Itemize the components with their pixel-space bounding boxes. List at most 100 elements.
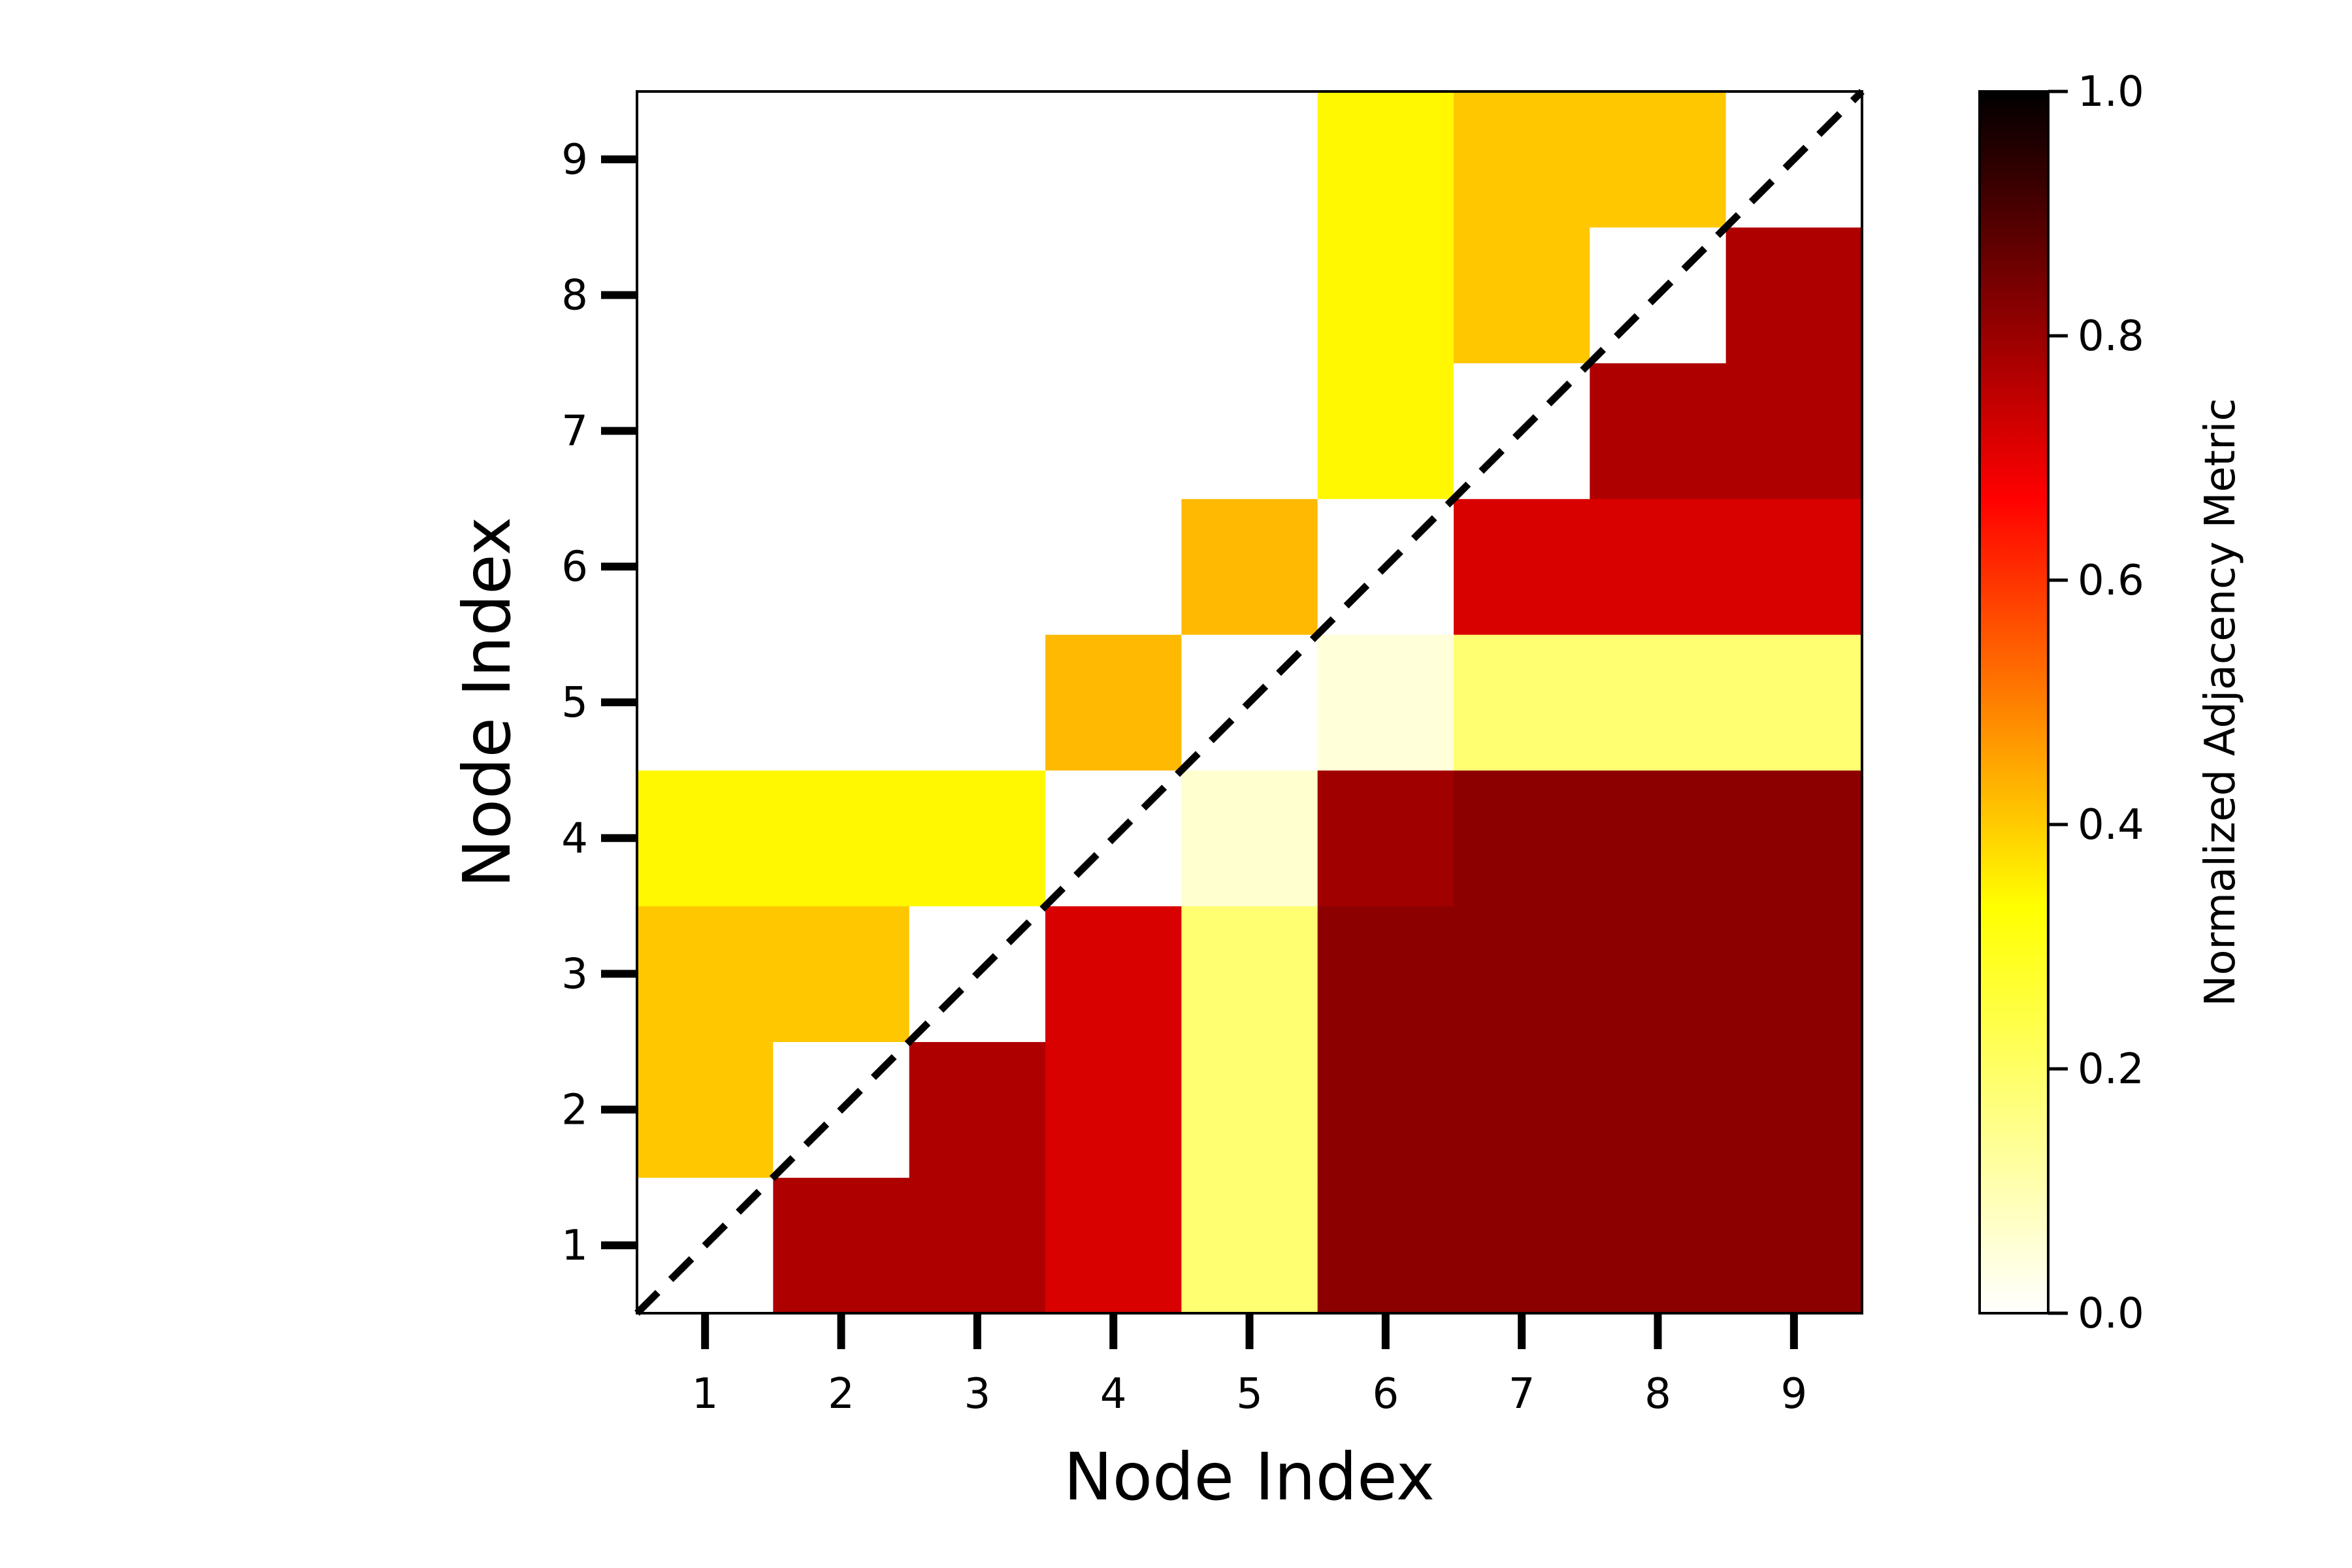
diagonal-reference-line xyxy=(634,89,1865,1316)
heatmap-cell-x7-y9 xyxy=(1454,91,1590,228)
colorbar-title: Normalized Adjacency Metric xyxy=(2197,398,2245,1006)
heatmap-cell-x7-y2 xyxy=(1454,1041,1590,1178)
heatmap-cell-x5-y4 xyxy=(1181,770,1318,907)
heatmap-cell-x6-y9 xyxy=(1317,91,1454,228)
heatmap-cell-x1-y8 xyxy=(637,227,774,364)
heatmap-cell-x1-y2 xyxy=(637,1041,774,1178)
heatmap-cell-x5-y3 xyxy=(1181,906,1318,1042)
heatmap-cells xyxy=(637,91,1863,1314)
heatmap-cell-x4-y7 xyxy=(1045,363,1182,499)
x-tick-label: 7 xyxy=(1509,1370,1535,1418)
x-axis-title: Node Index xyxy=(1064,1439,1435,1515)
x-tick-label: 2 xyxy=(828,1370,855,1418)
x-tick-label: 5 xyxy=(1236,1370,1263,1418)
y-tick-label: 1 xyxy=(561,1222,588,1270)
heatmap-cell-x1-y9 xyxy=(637,91,774,228)
heatmap-cell-x4-y3 xyxy=(1045,906,1182,1042)
y-tick-label: 7 xyxy=(561,407,588,455)
heatmap-cell-x8-y6 xyxy=(1590,498,1727,635)
y-tick-label: 8 xyxy=(561,272,588,320)
heatmap-cell-x3-y2 xyxy=(909,1041,1046,1178)
y-tick-label: 3 xyxy=(561,951,588,999)
heatmap-cell-x4-y6 xyxy=(1045,498,1182,635)
heatmap-cell-x9-y2 xyxy=(1725,1041,1863,1178)
x-tick-label: 8 xyxy=(1644,1370,1671,1418)
y-tick-label: 5 xyxy=(561,679,588,727)
heatmap-cell-x2-y4 xyxy=(773,770,910,907)
colorbar-tick-label: 0.2 xyxy=(2078,1045,2144,1094)
y-tick-label: 4 xyxy=(561,815,588,863)
x-tick-label: 9 xyxy=(1780,1370,1807,1418)
heatmap-cell-x3-y4 xyxy=(909,770,1046,907)
heatmap-cell-x7-y1 xyxy=(1454,1177,1590,1314)
heatmap-cell-x3-y5 xyxy=(909,634,1046,771)
colorbar-tick-label: 0.6 xyxy=(2078,557,2144,605)
heatmap-cell-x4-y8 xyxy=(1045,227,1182,364)
heatmap-cell-x7-y3 xyxy=(1454,906,1590,1042)
colorbar-tick-label: 0.0 xyxy=(2078,1290,2144,1338)
colorbar xyxy=(1978,90,2050,1315)
heatmap-cell-x3-y1 xyxy=(909,1177,1046,1314)
x-axis-ticks: 1 2 3 4 5 6 7 8 9 xyxy=(692,1313,1807,1418)
heatmap-cell-x3-y6 xyxy=(909,498,1046,635)
heatmap-cell-x5-y1 xyxy=(1181,1177,1318,1314)
heatmap-cell-x2-y8 xyxy=(773,227,910,364)
colorbar-ticks: 0.0 0.2 0.4 0.6 0.8 1.0 xyxy=(2048,68,2144,1338)
heatmap-cell-x6-y3 xyxy=(1317,906,1454,1042)
heatmap-cell-x4-y5 xyxy=(1045,634,1182,771)
heatmap-cell-x8-y9 xyxy=(1590,91,1727,228)
heatmap-cell-x9-y8 xyxy=(1725,227,1863,364)
heatmap-cell-x5-y6 xyxy=(1181,498,1318,635)
heatmap-cell-x6-y8 xyxy=(1317,227,1454,364)
heatmap-cell-x6-y1 xyxy=(1317,1177,1454,1314)
heatmap-cell-x9-y3 xyxy=(1725,906,1863,1042)
heatmap-cell-x1-y5 xyxy=(637,634,774,771)
y-tick-label: 2 xyxy=(561,1086,588,1134)
heatmap-cell-x8-y7 xyxy=(1590,363,1727,499)
x-tick-label: 4 xyxy=(1100,1370,1127,1418)
heatmap-cell-x6-y2 xyxy=(1317,1041,1454,1178)
heatmap-cell-x2-y5 xyxy=(773,634,910,771)
heatmap-cell-x8-y3 xyxy=(1590,906,1727,1042)
heatmap-cell-x1-y3 xyxy=(637,906,774,1042)
y-axis-ticks: 1 2 3 4 5 6 7 8 9 xyxy=(561,136,637,1270)
heatmap-cell-x3-y8 xyxy=(909,227,1046,364)
heatmap-cell-x6-y5 xyxy=(1317,634,1454,771)
heatmap-cell-x5-y2 xyxy=(1181,1041,1318,1178)
heatmap-cell-x2-y6 xyxy=(773,498,910,635)
heatmap-cell-x8-y5 xyxy=(1590,634,1727,771)
heatmap-cell-x4-y2 xyxy=(1045,1041,1182,1178)
colorbar-tick-label: 0.4 xyxy=(2078,801,2144,849)
heatmap-cell-x3-y7 xyxy=(909,363,1046,499)
colorbar-tick-label: 1.0 xyxy=(2078,68,2144,116)
heatmap-cell-x4-y9 xyxy=(1045,91,1182,228)
heatmap-cell-x2-y9 xyxy=(773,91,910,228)
heatmap-cell-x4-y1 xyxy=(1045,1177,1182,1314)
heatmap-cell-x6-y4 xyxy=(1317,770,1454,907)
heatmap-cell-x8-y2 xyxy=(1590,1041,1727,1178)
heatmap-cell-x2-y7 xyxy=(773,363,910,499)
heatmap-cell-x1-y7 xyxy=(637,363,774,499)
y-tick-label: 9 xyxy=(561,136,588,184)
heatmap-cell-x9-y6 xyxy=(1725,498,1863,635)
heatmap-cell-x9-y5 xyxy=(1725,634,1863,771)
x-tick-label: 3 xyxy=(964,1370,990,1418)
heatmap-cell-x7-y6 xyxy=(1454,498,1590,635)
heatmap-cell-x7-y8 xyxy=(1454,227,1590,364)
heatmap-cell-x8-y1 xyxy=(1590,1177,1727,1314)
heatmap-cell-x3-y9 xyxy=(909,91,1046,228)
y-tick-label: 6 xyxy=(561,543,588,591)
heatmap-cell-x9-y1 xyxy=(1725,1177,1863,1314)
x-tick-label: 1 xyxy=(692,1370,719,1418)
y-axis-title: Node Index xyxy=(449,517,525,888)
heatmap-cell-x6-y7 xyxy=(1317,363,1454,499)
heatmap-cell-x5-y9 xyxy=(1181,91,1318,228)
heatmap-cell-x7-y4 xyxy=(1454,770,1590,907)
heatmap-cell-x1-y6 xyxy=(637,498,774,635)
colorbar-tick-label: 0.8 xyxy=(2078,312,2144,361)
heatmap-cell-x5-y8 xyxy=(1181,227,1318,364)
x-tick-label: 6 xyxy=(1372,1370,1399,1418)
heatmap-cell-x1-y4 xyxy=(637,770,774,907)
heatmap-cell-x2-y3 xyxy=(773,906,910,1042)
